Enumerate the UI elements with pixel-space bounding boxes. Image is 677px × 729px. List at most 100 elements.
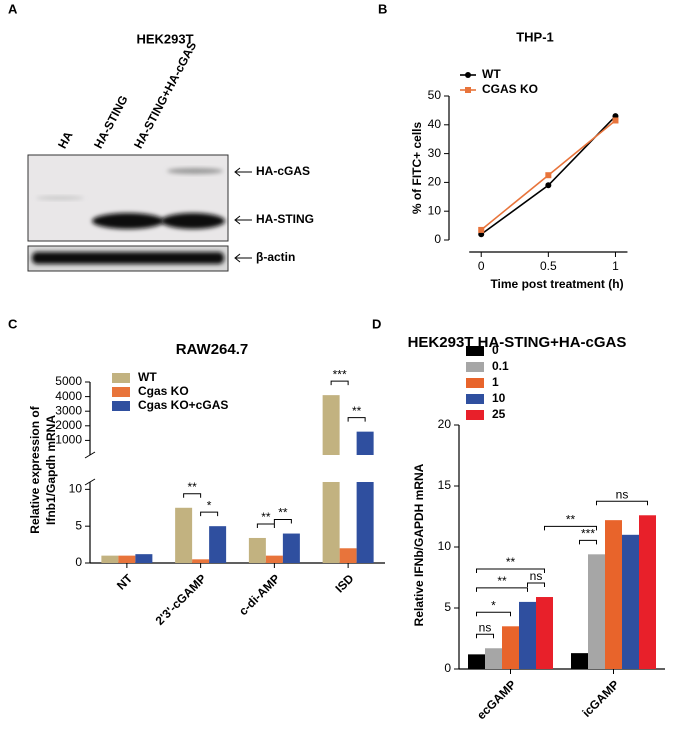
bar bbox=[588, 554, 605, 669]
y-tick-label: 5000 bbox=[55, 374, 82, 388]
significance-label: ** bbox=[261, 510, 271, 524]
x-tick-label: 1 bbox=[612, 259, 619, 273]
y-axis-label: Relative expression of bbox=[28, 405, 42, 533]
bar bbox=[356, 431, 374, 455]
y-tick-label: 10 bbox=[438, 539, 452, 553]
significance-bracket bbox=[183, 493, 202, 498]
significance-bracket bbox=[579, 539, 597, 545]
legend-label: 1 bbox=[492, 375, 499, 389]
bar bbox=[356, 482, 374, 563]
legend-swatch bbox=[112, 387, 130, 397]
axis-break bbox=[84, 451, 96, 459]
legend-label: WT bbox=[138, 370, 157, 384]
y-axis-label: % of FITC+ cells bbox=[410, 121, 424, 214]
band-label: HA-cGAS bbox=[256, 164, 310, 178]
bar bbox=[605, 520, 622, 669]
y-tick-label: 5 bbox=[444, 600, 451, 614]
significance-bracket bbox=[476, 568, 545, 574]
legend-swatch bbox=[466, 378, 484, 388]
bar bbox=[339, 548, 357, 563]
legend-swatch bbox=[466, 362, 484, 372]
bar bbox=[282, 533, 300, 563]
significance-label: ** bbox=[187, 480, 197, 494]
legend-marker bbox=[465, 72, 471, 78]
legend-label: 0.1 bbox=[492, 359, 509, 373]
band-label: HA-STING bbox=[256, 212, 314, 226]
y-tick-label: 15 bbox=[438, 478, 452, 492]
significance-label: *** bbox=[581, 526, 595, 540]
significance-label: ns bbox=[479, 620, 492, 634]
bar bbox=[322, 395, 340, 455]
bar bbox=[192, 559, 210, 563]
panel-label: A bbox=[8, 1, 18, 16]
y-tick-label: 5 bbox=[75, 518, 82, 532]
legend-label: 25 bbox=[492, 407, 506, 421]
panel-label: D bbox=[372, 316, 381, 331]
legend-marker bbox=[465, 87, 471, 93]
significance-bracket bbox=[347, 417, 366, 422]
significance-label: * bbox=[491, 598, 496, 612]
y-tick-label: 1000 bbox=[55, 433, 82, 447]
blot-title: HEK293T bbox=[136, 31, 193, 46]
y-tick-label: 10 bbox=[428, 203, 442, 217]
arrow bbox=[234, 215, 252, 225]
significance-label: ** bbox=[278, 506, 288, 520]
bar bbox=[175, 507, 193, 563]
y-tick-label: 10 bbox=[69, 482, 83, 496]
bar bbox=[502, 626, 519, 669]
bar bbox=[118, 555, 136, 563]
legend-swatch bbox=[112, 401, 130, 411]
significance-label: ns bbox=[530, 569, 543, 583]
significance-label: ** bbox=[352, 404, 362, 418]
chart-title: HEK293T HA-STING+HA-cGAS bbox=[408, 334, 627, 351]
legend-label: Cgas KO bbox=[138, 384, 189, 398]
x-tick-label: 0 bbox=[478, 259, 485, 273]
significance-bracket bbox=[256, 523, 275, 528]
x-tick-label: ecGAMP bbox=[474, 677, 519, 722]
legend-swatch bbox=[466, 410, 484, 420]
lane-label: HA bbox=[55, 129, 76, 151]
y-tick-label: 20 bbox=[438, 417, 452, 431]
y-tick-label: 30 bbox=[428, 146, 442, 160]
y-tick-label: 0 bbox=[434, 232, 441, 246]
x-tick-label: NT bbox=[114, 571, 136, 593]
significance-bracket bbox=[476, 587, 528, 592]
legend-swatch bbox=[466, 346, 484, 356]
x-tick-label: icGAMP bbox=[579, 677, 621, 719]
y-tick-label: 50 bbox=[428, 88, 442, 102]
significance-bracket bbox=[330, 380, 349, 386]
significance-bracket bbox=[544, 525, 597, 531]
legend-label: 10 bbox=[492, 391, 506, 405]
bar bbox=[519, 601, 536, 669]
significance-label: ** bbox=[506, 555, 516, 569]
y-tick-label: 3000 bbox=[55, 403, 82, 417]
legend-label: Cgas KO+cGAS bbox=[138, 398, 228, 412]
y-tick-label: 4000 bbox=[55, 389, 82, 403]
lane-label: HA-STING+HA-cGAS bbox=[131, 39, 199, 151]
bar bbox=[265, 555, 283, 563]
significance-bracket bbox=[273, 519, 292, 524]
legend-swatch bbox=[466, 394, 484, 404]
blot-image bbox=[27, 154, 229, 272]
marker bbox=[545, 172, 552, 179]
legend-label: CGAS KO bbox=[482, 82, 538, 96]
significance-bracket bbox=[476, 633, 494, 639]
bar bbox=[101, 555, 119, 563]
bar bbox=[536, 597, 553, 669]
legend-label: 0 bbox=[492, 343, 499, 357]
lane-label: HA-STING bbox=[91, 93, 131, 151]
bar bbox=[639, 515, 656, 669]
x-tick-label: 2'3'-cGAMP bbox=[153, 571, 209, 627]
marker bbox=[545, 182, 552, 189]
significance-label: * bbox=[207, 498, 212, 512]
chart-title: THP-1 bbox=[516, 29, 554, 44]
bar bbox=[571, 653, 588, 669]
bar bbox=[485, 648, 502, 669]
significance-label: ** bbox=[566, 512, 576, 526]
axis-break bbox=[84, 478, 96, 486]
legend-label: WT bbox=[482, 67, 501, 81]
bar bbox=[322, 482, 340, 563]
bar bbox=[209, 526, 227, 563]
bar bbox=[135, 554, 153, 563]
